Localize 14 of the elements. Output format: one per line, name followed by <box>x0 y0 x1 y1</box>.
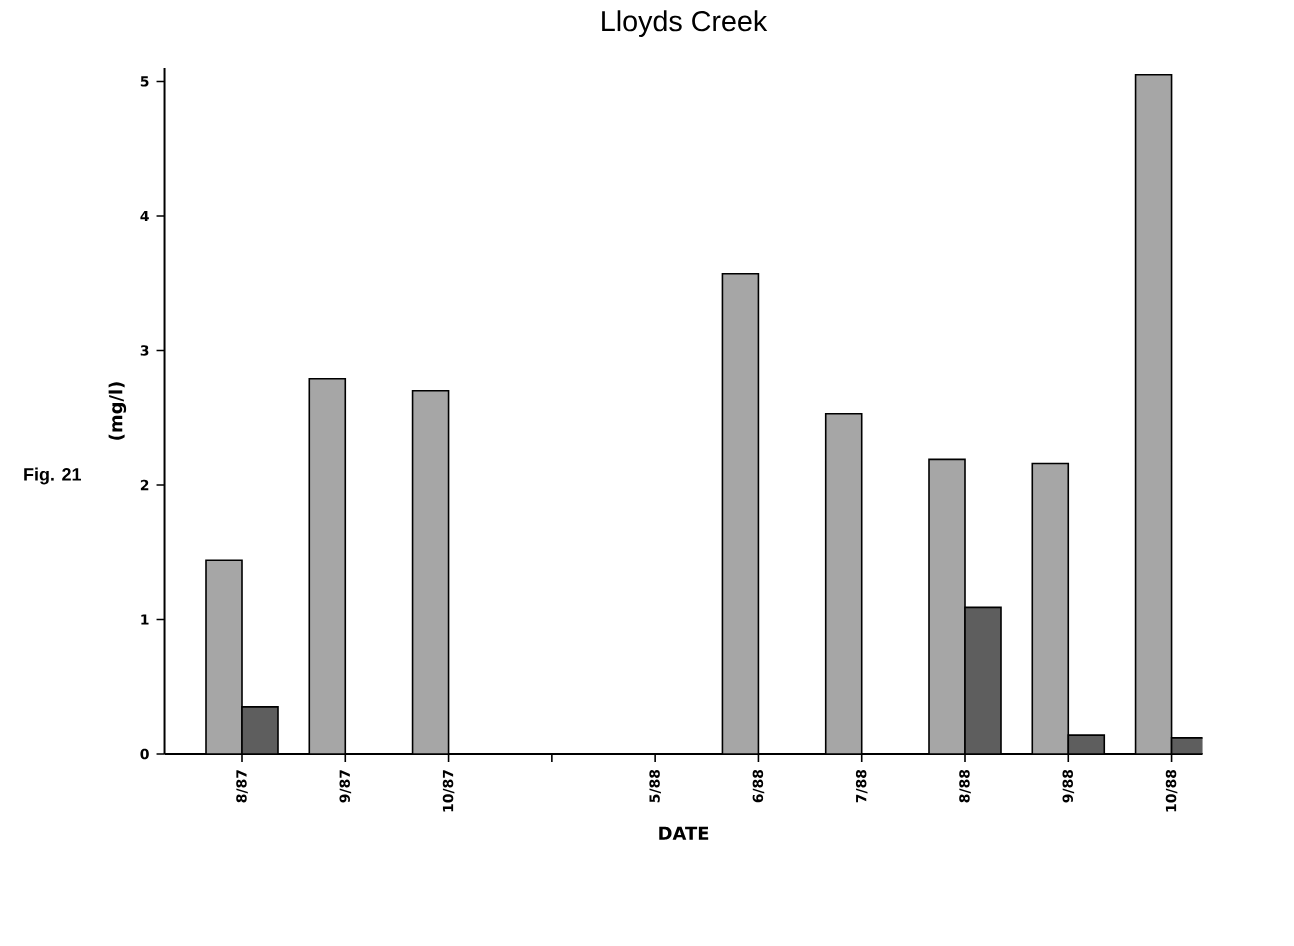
bar <box>205 559 243 754</box>
chart-title: Lloyds Creek <box>602 10 768 38</box>
bar <box>721 273 760 754</box>
bar <box>308 377 347 754</box>
bar <box>964 606 1002 754</box>
bar <box>411 390 450 754</box>
bar <box>824 412 863 754</box>
y-axis-title: (mg/l) <box>108 382 127 440</box>
caption: Fig. 21 <box>24 467 81 485</box>
bar <box>928 458 966 754</box>
x-axis-title: DATE <box>659 826 709 840</box>
bar <box>1134 73 1173 754</box>
bar <box>1031 462 1070 754</box>
bar <box>241 706 279 754</box>
